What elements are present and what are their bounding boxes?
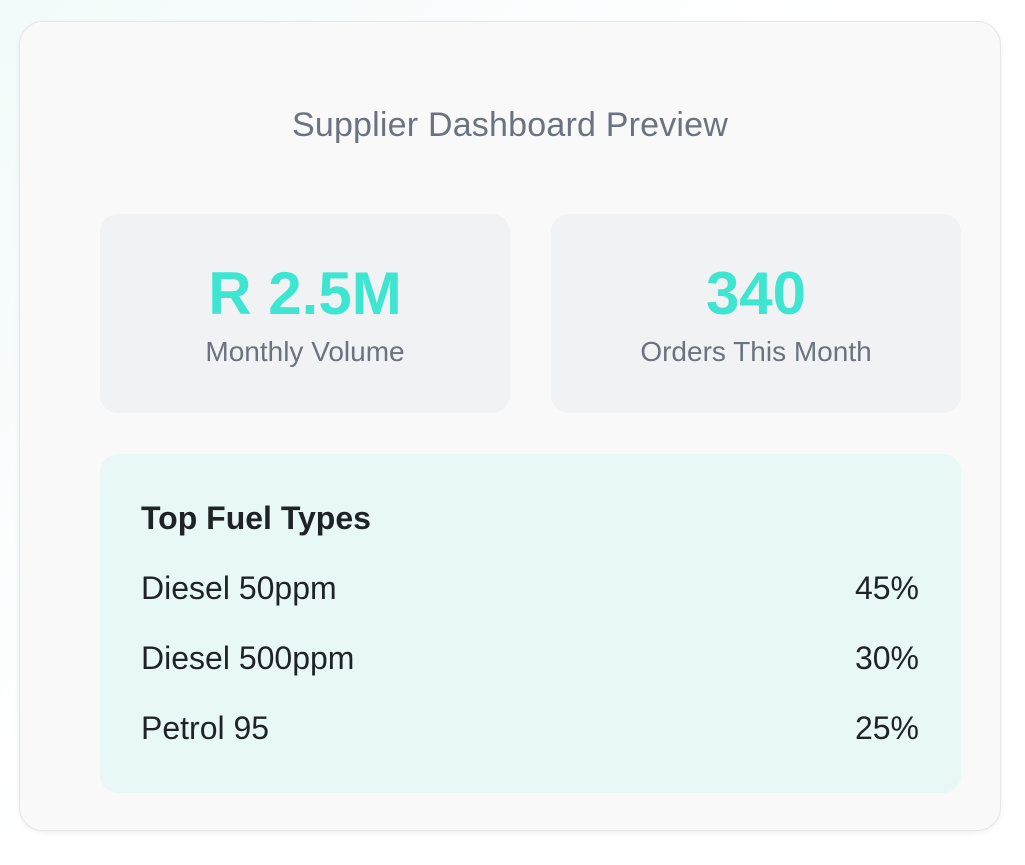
card-title: Supplier Dashboard Preview (291, 106, 729, 144)
dashboard-preview-card: Supplier Dashboard Preview R 2.5M Monthl… (19, 21, 1001, 831)
fuel-type-name: Petrol 95 (141, 710, 270, 746)
stat-label: Monthly Volume (205, 336, 405, 367)
stat-card-orders: 340 Orders This Month (551, 214, 961, 413)
top-fuel-types-heading: Top Fuel Types (141, 500, 371, 536)
fuel-type-row: Petrol 95 25% (141, 710, 919, 750)
top-fuel-types-panel: Top Fuel Types Diesel 50ppm 45% Diesel 5… (100, 454, 961, 793)
fuel-type-name: Diesel 50ppm (141, 570, 337, 606)
stat-label: Orders This Month (640, 336, 872, 367)
fuel-type-percent: 25% (854, 710, 919, 746)
stat-value: 340 (705, 260, 807, 327)
fuel-type-row: Diesel 500ppm 30% (141, 640, 919, 680)
stat-value: R 2.5M (208, 260, 402, 327)
fuel-type-row: Diesel 50ppm 45% (141, 570, 919, 610)
fuel-type-percent: 45% (854, 570, 919, 606)
stat-card-monthly-volume: R 2.5M Monthly Volume (100, 214, 510, 413)
fuel-type-name: Diesel 500ppm (141, 640, 355, 676)
fuel-type-percent: 30% (854, 640, 919, 676)
